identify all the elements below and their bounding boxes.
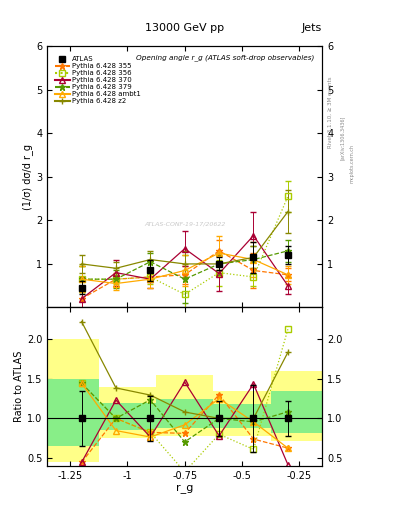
Text: 13000 GeV pp: 13000 GeV pp <box>145 23 224 33</box>
Text: ATLAS-CONF-19-17/20622: ATLAS-CONF-19-17/20622 <box>144 221 226 226</box>
Y-axis label: Ratio to ATLAS: Ratio to ATLAS <box>14 351 24 422</box>
Text: [arXiv:1306.3436]: [arXiv:1306.3436] <box>340 116 345 160</box>
Text: Jets: Jets <box>302 23 322 33</box>
Text: Rivet 3.1.10, ≥ 3M events: Rivet 3.1.10, ≥ 3M events <box>328 77 333 148</box>
Legend: ATLAS, Pythia 6.428 355, Pythia 6.428 356, Pythia 6.428 370, Pythia 6.428 379, P: ATLAS, Pythia 6.428 355, Pythia 6.428 35… <box>53 55 142 106</box>
Text: Opening angle r_g (ATLAS soft-drop observables): Opening angle r_g (ATLAS soft-drop obser… <box>136 54 314 61</box>
X-axis label: r_g: r_g <box>176 483 193 494</box>
Text: mcplots.cern.ch: mcplots.cern.ch <box>350 144 355 183</box>
Y-axis label: (1/σ) dσ/d r_g: (1/σ) dσ/d r_g <box>22 144 33 210</box>
